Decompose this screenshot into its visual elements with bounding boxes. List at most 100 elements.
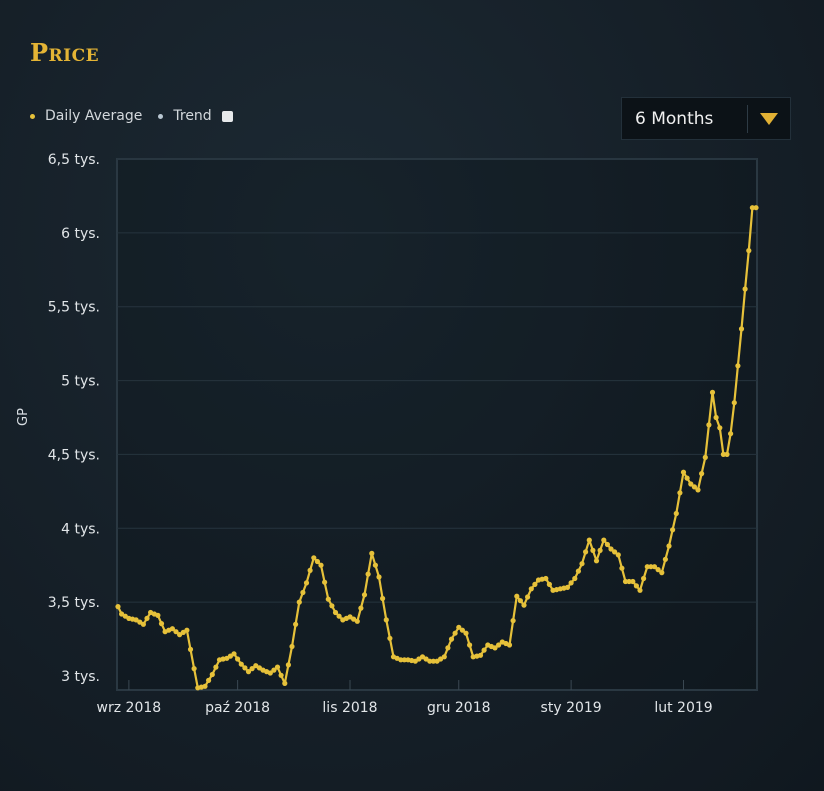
- legend-dot-icon: [30, 113, 35, 119]
- data-point: [720, 451, 727, 457]
- data-point: [336, 613, 342, 619]
- data-point: [753, 205, 759, 211]
- data-point: [481, 647, 487, 653]
- data-point: [590, 547, 596, 554]
- data-point: [546, 581, 553, 588]
- chevron-down-icon[interactable]: [760, 112, 778, 125]
- y-tick-label: 6 tys.: [61, 226, 100, 242]
- data-point: [213, 664, 219, 670]
- data-point: [521, 602, 527, 608]
- y-tick-label: 6,5 tys.: [48, 152, 100, 168]
- data-point: [209, 671, 215, 678]
- data-point: [293, 621, 299, 627]
- data-point: [387, 635, 393, 641]
- data-point: [717, 425, 723, 431]
- data-point: [303, 580, 310, 586]
- data-point: [514, 593, 520, 599]
- data-point: [608, 546, 614, 552]
- data-point: [477, 652, 484, 658]
- legend-item-daily-average[interactable]: Daily Average: [30, 108, 142, 124]
- data-point: [593, 558, 600, 564]
- data-point: [575, 568, 582, 574]
- data-point: [361, 592, 368, 598]
- data-point: [441, 654, 447, 660]
- data-point: [427, 658, 433, 664]
- data-point: [332, 609, 339, 616]
- data-point: [235, 656, 241, 662]
- data-point: [169, 626, 175, 632]
- legend-label-daily-average: Daily Average: [45, 108, 143, 124]
- data-point: [622, 578, 629, 585]
- data-point: [731, 400, 737, 406]
- data-point: [249, 666, 255, 672]
- data-point: [173, 629, 179, 635]
- data-point: [644, 564, 650, 570]
- data-point: [615, 552, 621, 558]
- data-point: [325, 596, 331, 602]
- data-point: [206, 677, 212, 684]
- data-point: [583, 549, 589, 555]
- data-point: [245, 669, 252, 675]
- data-point: [492, 645, 498, 651]
- data-point: [369, 550, 375, 557]
- data-point: [742, 286, 748, 292]
- x-tick-label: lut 2019: [654, 700, 712, 716]
- data-point: [300, 589, 306, 596]
- range-select-value: 6 Months: [635, 108, 714, 129]
- data-point: [191, 666, 197, 672]
- data-point: [738, 326, 745, 332]
- data-point: [568, 580, 574, 586]
- data-point: [666, 543, 672, 549]
- data-point: [604, 541, 611, 548]
- data-point: [158, 621, 165, 627]
- legend-label-trend: Trend: [173, 108, 212, 124]
- data-point: [699, 471, 705, 477]
- x-tick-label: paź 2018: [205, 700, 270, 716]
- data-point: [267, 670, 273, 676]
- data-point: [659, 570, 665, 576]
- data-point: [586, 537, 592, 543]
- data-point: [670, 527, 676, 533]
- data-point: [709, 389, 716, 395]
- data-point: [597, 547, 603, 554]
- trend-checkbox[interactable]: [221, 110, 233, 122]
- y-tick-label: 4 tys.: [61, 521, 100, 537]
- data-point: [376, 574, 382, 580]
- data-point: [532, 581, 538, 588]
- data-point: [510, 618, 516, 624]
- data-point: [630, 578, 636, 585]
- data-point: [296, 599, 302, 605]
- data-point: [115, 604, 121, 610]
- data-point: [459, 627, 465, 633]
- data-point: [322, 579, 328, 585]
- range-select[interactable]: 6 Months: [621, 97, 791, 140]
- data-point: [517, 598, 524, 604]
- data-point: [612, 549, 618, 555]
- data-point: [564, 584, 571, 591]
- legend-item-trend[interactable]: Trend: [158, 108, 212, 124]
- data-point: [314, 558, 320, 565]
- data-point: [724, 451, 730, 457]
- x-tick-label: lis 2018: [322, 700, 377, 716]
- data-point: [525, 594, 531, 600]
- data-point: [684, 475, 690, 481]
- data-point: [713, 414, 719, 421]
- y-tick-label: 3 tys.: [61, 669, 100, 685]
- data-point: [673, 510, 679, 517]
- data-point: [641, 575, 647, 582]
- select-divider: [747, 104, 748, 133]
- data-point: [187, 646, 194, 653]
- data-point: [619, 565, 625, 571]
- data-point: [285, 662, 291, 668]
- x-tick-label: wrz 2018: [97, 700, 162, 716]
- data-point: [307, 567, 313, 574]
- y-tick-label: 5,5 tys.: [48, 300, 100, 316]
- data-point: [496, 642, 502, 648]
- data-point: [329, 603, 335, 609]
- data-point: [691, 484, 698, 490]
- x-tick-label: sty 2019: [541, 700, 602, 716]
- plot-area: [116, 158, 758, 691]
- data-point: [401, 657, 407, 663]
- data-point: [289, 643, 295, 650]
